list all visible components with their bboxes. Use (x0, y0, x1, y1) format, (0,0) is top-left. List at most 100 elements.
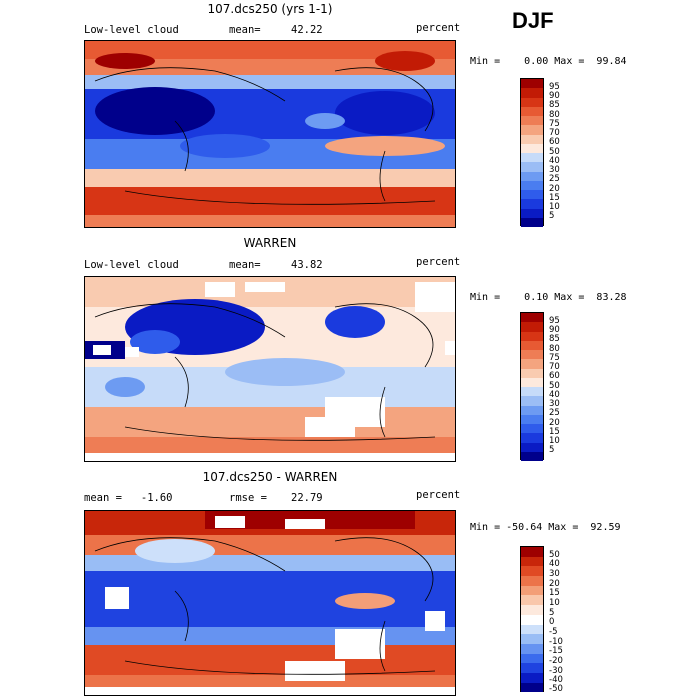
colorbar-tick-label: -40 (549, 675, 563, 685)
panel-3-stat-value: 22.79 (291, 492, 323, 504)
season-label: DJF (512, 8, 554, 33)
colorbar-tick-label: 30 (549, 399, 560, 409)
colorbar-swatch (521, 682, 543, 693)
colorbar-tick-label: -20 (549, 656, 563, 666)
panel-1-title: 107.dcs250 (yrs 1-1) (207, 2, 333, 16)
colorbar-tick-label: 30 (549, 165, 560, 175)
colorbar-tick-label: 95 (549, 316, 560, 326)
colorbar-swatch (521, 79, 543, 89)
panel-3-map-svg (85, 511, 455, 695)
colorbar-swatch (521, 153, 543, 163)
panel-3-mean-label: mean = -1.60 (84, 492, 173, 504)
colorbar-swatch (521, 566, 543, 577)
colorbar-swatch (521, 180, 543, 190)
panel-3-map (84, 510, 456, 696)
colorbar-tick-label: 50 (549, 147, 560, 157)
panel-3-title: 107.dcs250 - WARREN (202, 470, 338, 484)
colorbar-tick-label: 85 (549, 334, 560, 344)
colorbar-swatch (521, 414, 543, 424)
colorbar-tick-label: 40 (549, 156, 560, 166)
panel-2-stat-value: 43.82 (291, 259, 323, 271)
colorbar-swatch (521, 97, 543, 107)
panel-3-min-max: Min = -50.64 Max = 92.59 (470, 522, 621, 533)
colorbar-tick-label: -50 (549, 684, 563, 694)
colorbar-tick-label: 20 (549, 184, 560, 194)
panel-1-stat-label: mean= (229, 24, 261, 36)
colorbar-swatch (521, 350, 543, 360)
colorbar-tick-label: 90 (549, 91, 560, 101)
colorbar-swatch (521, 672, 543, 683)
panel-2-stat-label: mean= (229, 259, 261, 271)
colorbar-tick-label: 15 (549, 588, 560, 598)
colorbar-swatch (521, 433, 543, 443)
colorbar-swatch (521, 424, 543, 434)
colorbar-tick-label: 50 (549, 550, 560, 560)
colorbar-swatch (521, 208, 543, 218)
colorbar-swatch (521, 576, 543, 586)
colorbar-swatch (521, 171, 543, 181)
colorbar-tick-label: 70 (549, 128, 560, 138)
panel-3-colorbar (520, 546, 544, 693)
colorbar-tick-label: -5 (549, 627, 558, 637)
colorbar-tick-label: 5 (549, 608, 555, 618)
colorbar-tick-label: 15 (549, 193, 560, 203)
colorbar-swatch (521, 405, 543, 415)
colorbar-swatch (521, 556, 543, 567)
colorbar-tick-label: 85 (549, 100, 560, 110)
colorbar-swatch (521, 340, 543, 350)
colorbar-swatch (521, 377, 543, 387)
colorbar-swatch (521, 88, 543, 98)
colorbar-swatch (521, 331, 543, 341)
colorbar-tick-label: 40 (549, 390, 560, 400)
colorbar-swatch (521, 595, 543, 606)
colorbar-tick-label: 30 (549, 569, 560, 579)
colorbar-tick-label: 75 (549, 119, 560, 129)
colorbar-swatch (521, 624, 543, 635)
colorbar-swatch (521, 190, 543, 200)
colorbar-swatch (521, 322, 543, 332)
panel-1-map-svg (85, 41, 455, 227)
colorbar-swatch (521, 547, 543, 557)
panel-1-min-max: Min = 0.00 Max = 99.84 (470, 56, 627, 67)
colorbar-tick-label: 90 (549, 325, 560, 335)
panel-1-variable-label: Low-level cloud (84, 24, 179, 36)
colorbar-tick-label: -10 (549, 637, 563, 647)
colorbar-swatch (521, 643, 543, 654)
colorbar-swatch (521, 614, 543, 625)
colorbar-swatch (521, 634, 543, 644)
colorbar-tick-label: 80 (549, 110, 560, 120)
colorbar-tick-label: 60 (549, 137, 560, 147)
colorbar-swatch (521, 653, 543, 664)
panel-3-stat-label: rmse = (229, 492, 267, 504)
colorbar-tick-label: -15 (549, 646, 563, 656)
colorbar-tick-label: 40 (549, 559, 560, 569)
colorbar-tick-label: -30 (549, 666, 563, 676)
panel-3-units: percent (416, 489, 461, 501)
colorbar-tick-label: 60 (549, 371, 560, 381)
colorbar-swatch (521, 368, 543, 378)
panel-2-variable-label: Low-level cloud (84, 259, 179, 271)
panel-2-min-max: Min = 0.10 Max = 83.28 (470, 292, 627, 303)
colorbar-tick-label: 20 (549, 418, 560, 428)
panel-2-units: percent (416, 256, 461, 268)
colorbar-tick-label: 10 (549, 598, 560, 608)
colorbar-tick-label: 25 (549, 174, 560, 184)
colorbar-tick-label: 95 (549, 82, 560, 92)
colorbar-swatch (521, 359, 543, 369)
colorbar-tick-label: 70 (549, 362, 560, 372)
colorbar-tick-label: 75 (549, 353, 560, 363)
colorbar-tick-label: 5 (549, 445, 555, 455)
colorbar-tick-label: 50 (549, 381, 560, 391)
colorbar-tick-label: 25 (549, 408, 560, 418)
colorbar-swatch (521, 387, 543, 397)
colorbar-swatch (521, 663, 543, 673)
colorbar-swatch (521, 396, 543, 406)
colorbar-swatch (521, 106, 543, 116)
colorbar-tick-label: 10 (549, 202, 560, 212)
panel-2-map (84, 276, 456, 462)
colorbar-tick-label: 0 (549, 617, 555, 627)
colorbar-swatch (521, 199, 543, 209)
panel-2-colorbar (520, 312, 544, 461)
colorbar-tick-label: 5 (549, 211, 555, 221)
colorbar-tick-label: 80 (549, 344, 560, 354)
